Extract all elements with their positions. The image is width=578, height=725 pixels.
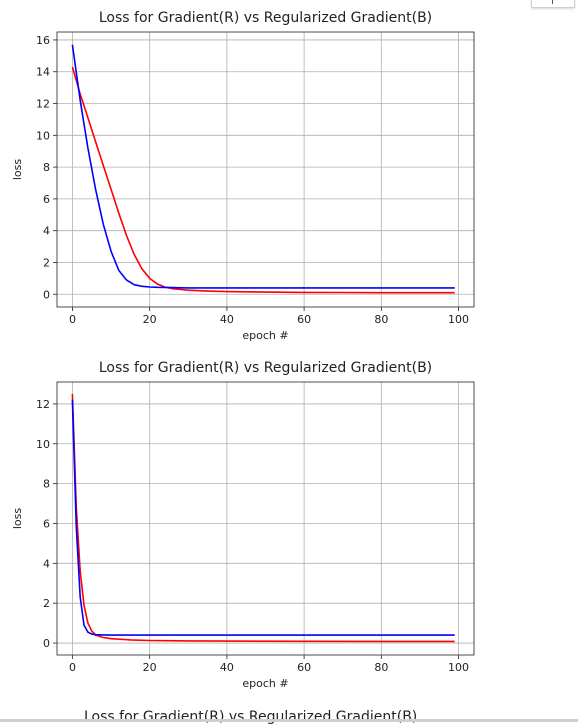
series-line-blue (71, 399, 455, 636)
y-tick-label: 4 (43, 225, 50, 238)
y-tick-label: 12 (36, 98, 50, 111)
plot-frame (56, 31, 475, 308)
y-tick-label: 4 (43, 557, 50, 570)
y-tick-label: 12 (36, 398, 50, 411)
y-tick-label: 6 (43, 193, 50, 206)
y-tick-label: 8 (43, 478, 50, 491)
series-line-blue (71, 44, 455, 289)
x-tick-label: 0 (69, 313, 76, 326)
y-tick-label: 14 (36, 66, 50, 79)
chart-3-title: Loss for Gradient(R) vs Regularized Grad… (84, 709, 418, 725)
y-tick-label: 10 (36, 438, 50, 451)
y-axis-label: loss (11, 508, 24, 530)
y-axis-label: loss (11, 159, 24, 181)
x-axis-label: epoch # (242, 677, 288, 690)
x-tick-label: 60 (297, 661, 311, 674)
y-tick-label: 0 (43, 288, 50, 301)
x-tick-label: 60 (297, 313, 311, 326)
y-tick-label: 16 (36, 34, 50, 47)
x-tick-label: 0 (69, 661, 76, 674)
x-tick-label: 80 (374, 661, 388, 674)
x-tick-label: 80 (374, 313, 388, 326)
plot-frame (56, 381, 475, 656)
x-tick-label: 40 (220, 313, 234, 326)
y-tick-label: 8 (43, 161, 50, 174)
series-line-red (71, 393, 455, 643)
x-tick-label: 40 (220, 661, 234, 674)
x-tick-label: 20 (143, 313, 157, 326)
chart-title: Loss for Gradient(R) vs Regularized Grad… (99, 360, 432, 376)
x-tick-label: 20 (143, 661, 157, 674)
y-tick-label: 2 (43, 256, 50, 269)
output-cell-border (0, 719, 578, 722)
chart-title: Loss for Gradient(R) vs Regularized Grad… (99, 10, 432, 26)
y-tick-label: 6 (43, 517, 50, 530)
y-tick-label: 0 (43, 637, 50, 650)
y-tick-label: 2 (43, 597, 50, 610)
series-line-red (71, 66, 455, 294)
loss-chart-1: Loss for Gradient(R) vs Regularized Grad… (11, 10, 475, 342)
loss-chart-2: Loss for Gradient(R) vs Regularized Grad… (11, 360, 475, 690)
x-tick-label: 100 (448, 661, 469, 674)
x-axis-label: epoch # (242, 329, 288, 342)
output-scroll-widget[interactable] (531, 0, 575, 8)
x-tick-label: 100 (448, 313, 469, 326)
y-tick-label: 10 (36, 129, 50, 142)
